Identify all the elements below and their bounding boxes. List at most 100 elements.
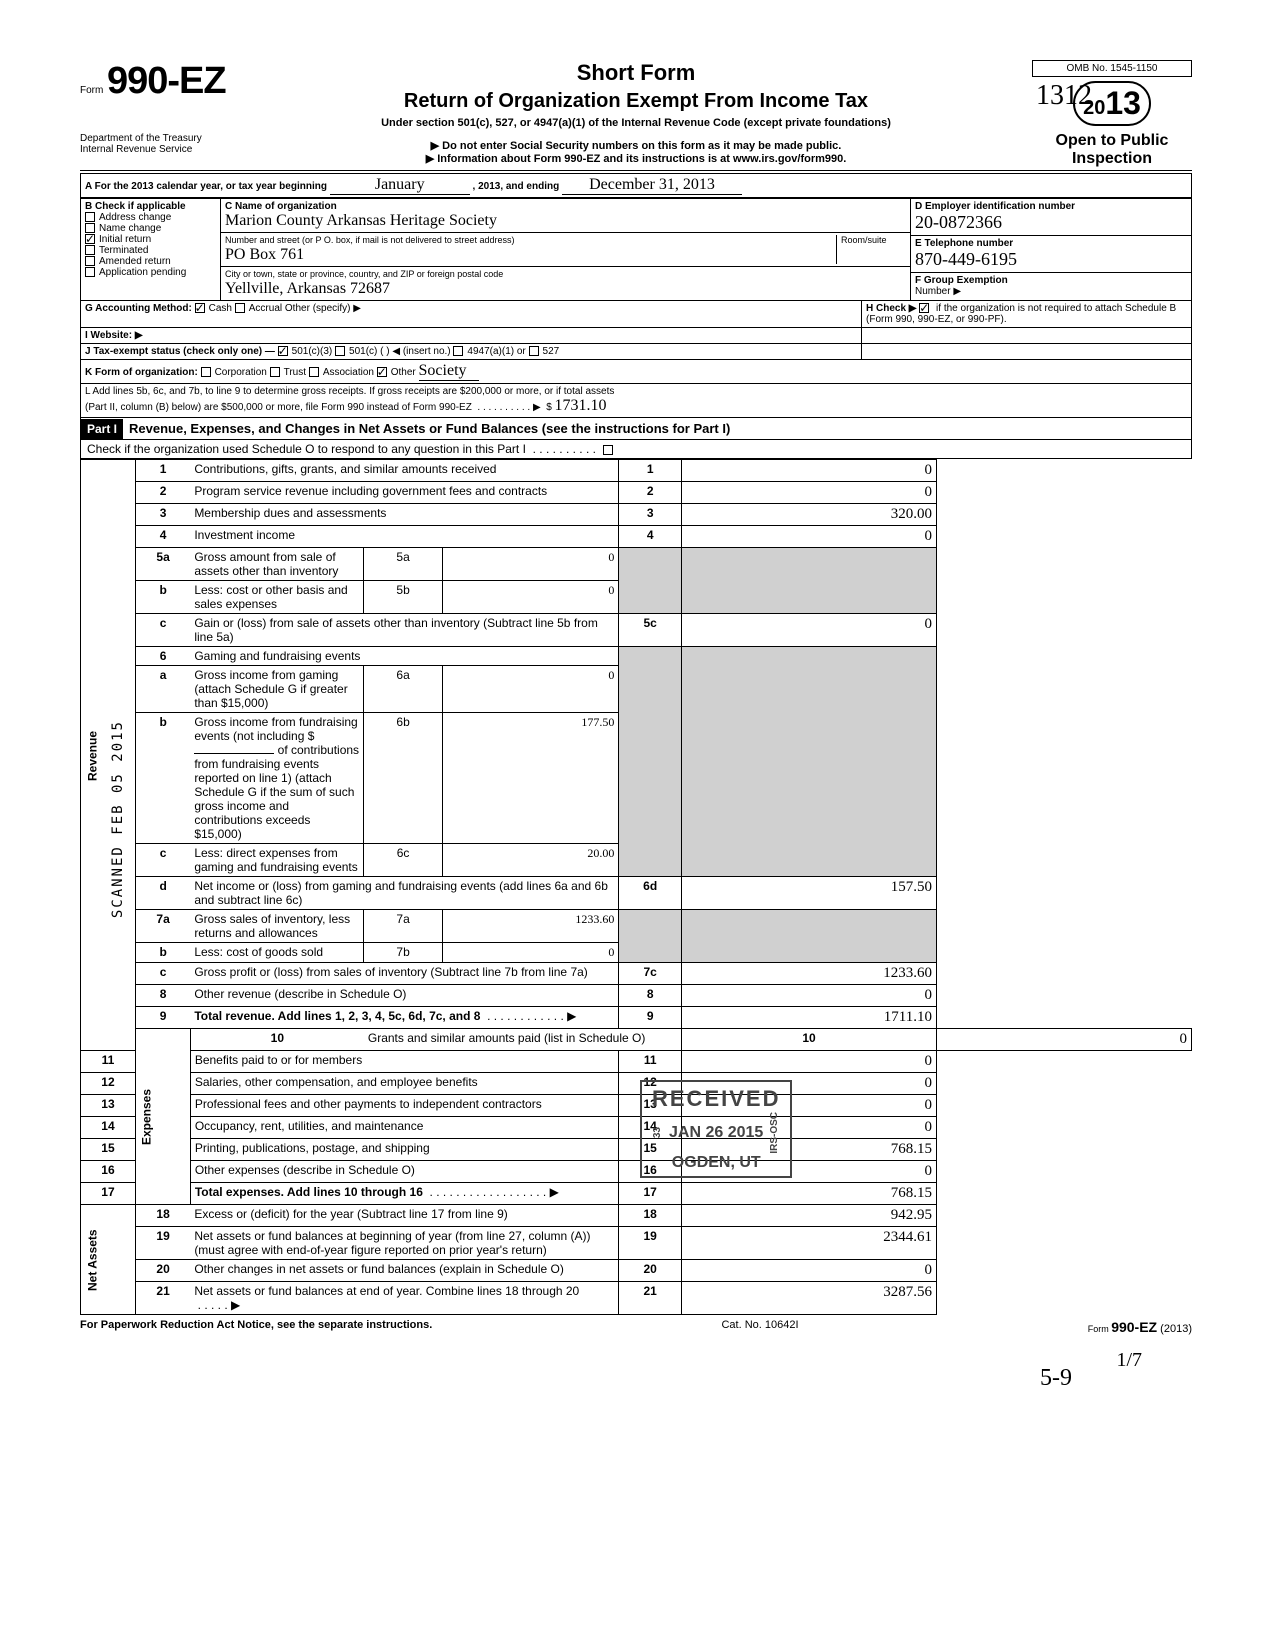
line-1-desc: Contributions, gifts, grants, and simila… <box>194 462 496 476</box>
line-7b-amt: 0 <box>442 943 619 963</box>
line-19-amt: 2344.61 <box>682 1227 937 1260</box>
line-10-desc: Grants and similar amounts paid (list in… <box>368 1031 645 1045</box>
line-20-desc: Other changes in net assets or fund bala… <box>194 1262 564 1276</box>
C-label: C Name of organization <box>225 201 337 212</box>
H-label: H Check ▶ <box>866 303 916 314</box>
line-8-amt: 0 <box>682 985 937 1007</box>
K-label: K Form of organization: <box>85 367 198 378</box>
line-9-desc: Total revenue. Add lines 1, 2, 3, 4, 5c,… <box>194 1009 480 1023</box>
line-6b-desc2: of contributions from fundraising events… <box>194 743 359 841</box>
dept-line2: Internal Revenue Service <box>80 144 240 155</box>
line-4-desc: Investment income <box>194 528 295 542</box>
cb-trust[interactable] <box>270 367 280 377</box>
L-line2: (Part II, column (B) below) are $500,000… <box>85 402 472 413</box>
box-6c: 6c <box>364 844 442 877</box>
L-line1: L Add lines 5b, 6c, and 7b, to line 9 to… <box>85 386 614 397</box>
B-pending: Application pending <box>99 267 186 278</box>
stamp-received: RECEIVED <box>652 1086 780 1112</box>
footer-right: Form 990-EZ (2013) <box>1088 1319 1192 1335</box>
footer-left: For Paperwork Reduction Act Notice, see … <box>80 1319 432 1335</box>
K-assoc: Association <box>323 367 374 378</box>
I-label: I Website: ▶ <box>85 330 143 341</box>
phone: 870-449-6195 <box>915 249 1017 269</box>
line-6b-desc: Gross income from fundraising events (no… <box>194 715 357 743</box>
box-7a: 7a <box>364 910 442 943</box>
line-7c-amt: 1233.60 <box>682 963 937 985</box>
street-label: Number and street (or P O. box, if mail … <box>225 235 514 245</box>
cb-assoc[interactable] <box>309 367 319 377</box>
line-7b-desc: Less: cost of goods sold <box>194 945 323 959</box>
scanned-stamp: SCANNED FEB 05 2015 <box>110 720 126 918</box>
received-stamp: RECEIVED 33 JAN 26 2015 IRS-OSC OGDEN, U… <box>640 1080 792 1178</box>
org-name: Marion County Arkansas Heritage Society <box>225 212 497 229</box>
line-6d-amt: 157.50 <box>682 877 937 910</box>
side-revenue: Revenue <box>81 460 136 1051</box>
cb-schedule-O[interactable] <box>603 445 613 455</box>
F-label2: Number ▶ <box>915 286 961 297</box>
cb-initial-return[interactable] <box>85 234 95 244</box>
under-section: Under section 501(c), 527, or 4947(a)(1)… <box>250 117 1022 129</box>
line-5b-amt: 0 <box>442 581 619 614</box>
cb-pending[interactable] <box>85 267 95 277</box>
year-end: December 31, 2013 <box>562 176 742 195</box>
line-19-desc: Net assets or fund balances at beginning… <box>194 1229 590 1257</box>
B-initial: Initial return <box>99 234 151 245</box>
box-7b: 7b <box>364 943 442 963</box>
line-10-amt: 0 <box>937 1029 1192 1051</box>
G-cash: Cash <box>209 303 232 314</box>
line-6c-desc: Less: direct expenses from gaming and fu… <box>194 846 357 874</box>
side-netassets: Net Assets <box>81 1205 136 1315</box>
line-6a-amt: 0 <box>442 666 619 713</box>
cb-accrual[interactable] <box>235 303 245 313</box>
cb-4947[interactable] <box>453 346 463 356</box>
stamp-loc: OGDEN, UT <box>652 1154 780 1172</box>
omb-number: OMB No. 1545-1150 <box>1032 60 1192 77</box>
street: PO Box 761 <box>225 246 304 263</box>
cb-address-change[interactable] <box>85 212 95 222</box>
open-to-public: Open to Public <box>1032 132 1192 150</box>
D-label: D Employer identification number <box>915 201 1075 212</box>
line-3-amt: 320.00 <box>682 504 937 526</box>
G-accrual: Accrual <box>249 303 282 314</box>
line-9-amt: 1711.10 <box>682 1007 937 1029</box>
line-18-amt: 942.95 <box>682 1205 937 1227</box>
cb-501c3[interactable] <box>278 346 288 356</box>
part-I-header: Part I <box>81 419 123 439</box>
cb-other[interactable] <box>377 367 387 377</box>
line-7a-desc: Gross sales of inventory, less returns a… <box>194 912 350 940</box>
cb-cash[interactable] <box>195 303 205 313</box>
line-5c-desc: Gain or (loss) from sale of assets other… <box>194 616 598 644</box>
line-17-desc: Total expenses. Add lines 10 through 16 <box>195 1185 423 1199</box>
cb-amended[interactable] <box>85 256 95 266</box>
line-16-desc: Other expenses (describe in Schedule O) <box>195 1163 415 1177</box>
box-6b: 6b <box>364 713 442 844</box>
K-other: Other <box>391 367 416 378</box>
cb-527[interactable] <box>529 346 539 356</box>
part-I-check: Check if the organization used Schedule … <box>87 442 526 456</box>
K-trust: Trust <box>284 367 306 378</box>
line-5a-amt: 0 <box>442 548 619 581</box>
B-address: Address change <box>99 212 171 223</box>
cb-terminated[interactable] <box>85 245 95 255</box>
box-5a: 5a <box>364 548 442 581</box>
line-20-amt: 0 <box>682 1260 937 1282</box>
line-12-desc: Salaries, other compensation, and employ… <box>195 1075 478 1089</box>
part-I-title: Revenue, Expenses, and Changes in Net As… <box>123 418 736 439</box>
cb-corp[interactable] <box>201 367 211 377</box>
line-4-amt: 0 <box>682 526 937 548</box>
B-terminated: Terminated <box>99 245 148 256</box>
line-6b-amt: 177.50 <box>442 713 619 844</box>
cb-H[interactable] <box>919 303 929 313</box>
line-6c-amt: 20.00 <box>442 844 619 877</box>
J-label: J Tax-exempt status (check only one) — <box>85 346 275 357</box>
B-name: Name change <box>99 223 161 234</box>
line-3-desc: Membership dues and assessments <box>194 506 386 520</box>
line-8-desc: Other revenue (describe in Schedule O) <box>194 987 406 1001</box>
J-d: 4947(a)(1) or <box>467 346 525 357</box>
line-5b-desc: Less: cost or other basis and sales expe… <box>194 583 347 611</box>
line-2-desc: Program service revenue including govern… <box>194 484 547 498</box>
cb-501c[interactable] <box>335 346 345 356</box>
stamp-num: 33 <box>652 1127 663 1138</box>
inspection: Inspection <box>1032 150 1192 168</box>
line-15-desc: Printing, publications, postage, and shi… <box>195 1141 430 1155</box>
